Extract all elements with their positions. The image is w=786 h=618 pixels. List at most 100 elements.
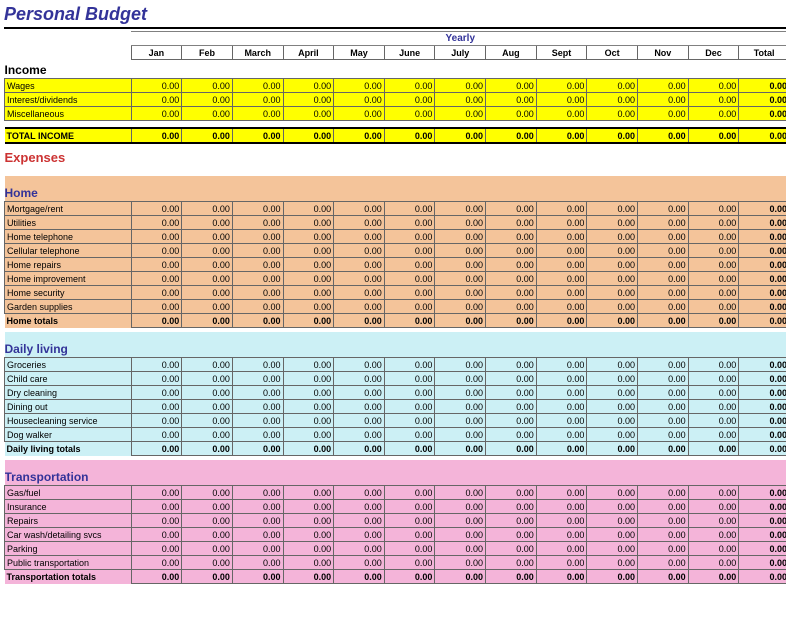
expense-cell[interactable]: 0.00: [232, 258, 283, 272]
expense-cell[interactable]: 0.00: [131, 202, 182, 216]
expense-cell[interactable]: 0.00: [486, 258, 537, 272]
income-cell[interactable]: 0.00: [131, 79, 182, 93]
expense-cell[interactable]: 0.00: [232, 202, 283, 216]
expense-cell[interactable]: 0.00: [638, 428, 689, 442]
expense-cell[interactable]: 0.00: [536, 258, 587, 272]
income-cell[interactable]: 0.00: [334, 107, 385, 121]
expense-cell[interactable]: 0.00: [435, 542, 486, 556]
expense-cell[interactable]: 0.00: [232, 414, 283, 428]
expense-cell[interactable]: 0.00: [638, 300, 689, 314]
expense-cell[interactable]: 0.00: [435, 400, 486, 414]
expense-cell[interactable]: 0.00: [536, 286, 587, 300]
expense-cell[interactable]: 0.00: [486, 542, 537, 556]
expense-cell[interactable]: 0.00: [587, 202, 638, 216]
expense-cell[interactable]: 0.00: [384, 542, 435, 556]
expense-cell[interactable]: 0.00: [587, 500, 638, 514]
expense-cell[interactable]: 0.00: [688, 258, 739, 272]
expense-cell[interactable]: 0.00: [536, 372, 587, 386]
income-cell[interactable]: 0.00: [182, 79, 233, 93]
expense-cell[interactable]: 0.00: [587, 386, 638, 400]
income-cell[interactable]: 0.00: [435, 93, 486, 107]
expense-cell[interactable]: 0.00: [486, 514, 537, 528]
expense-cell[interactable]: 0.00: [384, 286, 435, 300]
expense-cell[interactable]: 0.00: [638, 514, 689, 528]
expense-cell[interactable]: 0.00: [638, 556, 689, 570]
expense-cell[interactable]: 0.00: [486, 244, 537, 258]
income-cell[interactable]: 0.00: [334, 93, 385, 107]
income-cell[interactable]: 0.00: [131, 107, 182, 121]
expense-cell[interactable]: 0.00: [638, 414, 689, 428]
expense-cell[interactable]: 0.00: [131, 300, 182, 314]
expense-cell[interactable]: 0.00: [486, 556, 537, 570]
expense-cell[interactable]: 0.00: [334, 244, 385, 258]
expense-cell[interactable]: 0.00: [182, 358, 233, 372]
expense-cell[interactable]: 0.00: [638, 244, 689, 258]
expense-cell[interactable]: 0.00: [384, 486, 435, 500]
expense-cell[interactable]: 0.00: [182, 500, 233, 514]
expense-cell[interactable]: 0.00: [688, 500, 739, 514]
expense-cell[interactable]: 0.00: [232, 358, 283, 372]
expense-cell[interactable]: 0.00: [283, 528, 334, 542]
expense-cell[interactable]: 0.00: [334, 556, 385, 570]
expense-cell[interactable]: 0.00: [334, 358, 385, 372]
expense-cell[interactable]: 0.00: [334, 286, 385, 300]
expense-cell[interactable]: 0.00: [435, 230, 486, 244]
expense-cell[interactable]: 0.00: [638, 400, 689, 414]
expense-cell[interactable]: 0.00: [182, 230, 233, 244]
expense-cell[interactable]: 0.00: [283, 300, 334, 314]
expense-cell[interactable]: 0.00: [384, 428, 435, 442]
expense-cell[interactable]: 0.00: [688, 358, 739, 372]
expense-cell[interactable]: 0.00: [232, 216, 283, 230]
expense-cell[interactable]: 0.00: [587, 358, 638, 372]
expense-cell[interactable]: 0.00: [587, 556, 638, 570]
expense-cell[interactable]: 0.00: [182, 286, 233, 300]
expense-cell[interactable]: 0.00: [536, 528, 587, 542]
income-cell[interactable]: 0.00: [283, 79, 334, 93]
expense-cell[interactable]: 0.00: [131, 272, 182, 286]
expense-cell[interactable]: 0.00: [131, 528, 182, 542]
expense-cell[interactable]: 0.00: [384, 386, 435, 400]
expense-cell[interactable]: 0.00: [435, 244, 486, 258]
expense-cell[interactable]: 0.00: [638, 216, 689, 230]
income-cell[interactable]: 0.00: [232, 79, 283, 93]
income-cell[interactable]: 0.00: [232, 107, 283, 121]
expense-cell[interactable]: 0.00: [435, 272, 486, 286]
expense-cell[interactable]: 0.00: [536, 556, 587, 570]
expense-cell[interactable]: 0.00: [283, 542, 334, 556]
expense-cell[interactable]: 0.00: [232, 400, 283, 414]
expense-cell[interactable]: 0.00: [536, 486, 587, 500]
expense-cell[interactable]: 0.00: [182, 272, 233, 286]
expense-cell[interactable]: 0.00: [182, 216, 233, 230]
expense-cell[interactable]: 0.00: [131, 428, 182, 442]
expense-cell[interactable]: 0.00: [688, 386, 739, 400]
expense-cell[interactable]: 0.00: [435, 300, 486, 314]
expense-cell[interactable]: 0.00: [334, 300, 385, 314]
expense-cell[interactable]: 0.00: [131, 400, 182, 414]
expense-cell[interactable]: 0.00: [486, 428, 537, 442]
expense-cell[interactable]: 0.00: [232, 286, 283, 300]
expense-cell[interactable]: 0.00: [334, 202, 385, 216]
expense-cell[interactable]: 0.00: [182, 400, 233, 414]
expense-cell[interactable]: 0.00: [232, 556, 283, 570]
income-cell[interactable]: 0.00: [688, 107, 739, 121]
expense-cell[interactable]: 0.00: [384, 358, 435, 372]
expense-cell[interactable]: 0.00: [486, 414, 537, 428]
expense-cell[interactable]: 0.00: [486, 272, 537, 286]
expense-cell[interactable]: 0.00: [182, 486, 233, 500]
expense-cell[interactable]: 0.00: [334, 486, 385, 500]
expense-cell[interactable]: 0.00: [638, 528, 689, 542]
expense-cell[interactable]: 0.00: [638, 258, 689, 272]
expense-cell[interactable]: 0.00: [638, 272, 689, 286]
expense-cell[interactable]: 0.00: [435, 286, 486, 300]
expense-cell[interactable]: 0.00: [587, 258, 638, 272]
expense-cell[interactable]: 0.00: [486, 400, 537, 414]
expense-cell[interactable]: 0.00: [536, 216, 587, 230]
expense-cell[interactable]: 0.00: [435, 358, 486, 372]
expense-cell[interactable]: 0.00: [638, 372, 689, 386]
expense-cell[interactable]: 0.00: [536, 428, 587, 442]
income-cell[interactable]: 0.00: [536, 107, 587, 121]
expense-cell[interactable]: 0.00: [334, 272, 385, 286]
expense-cell[interactable]: 0.00: [283, 216, 334, 230]
expense-cell[interactable]: 0.00: [688, 300, 739, 314]
income-cell[interactable]: 0.00: [638, 107, 689, 121]
